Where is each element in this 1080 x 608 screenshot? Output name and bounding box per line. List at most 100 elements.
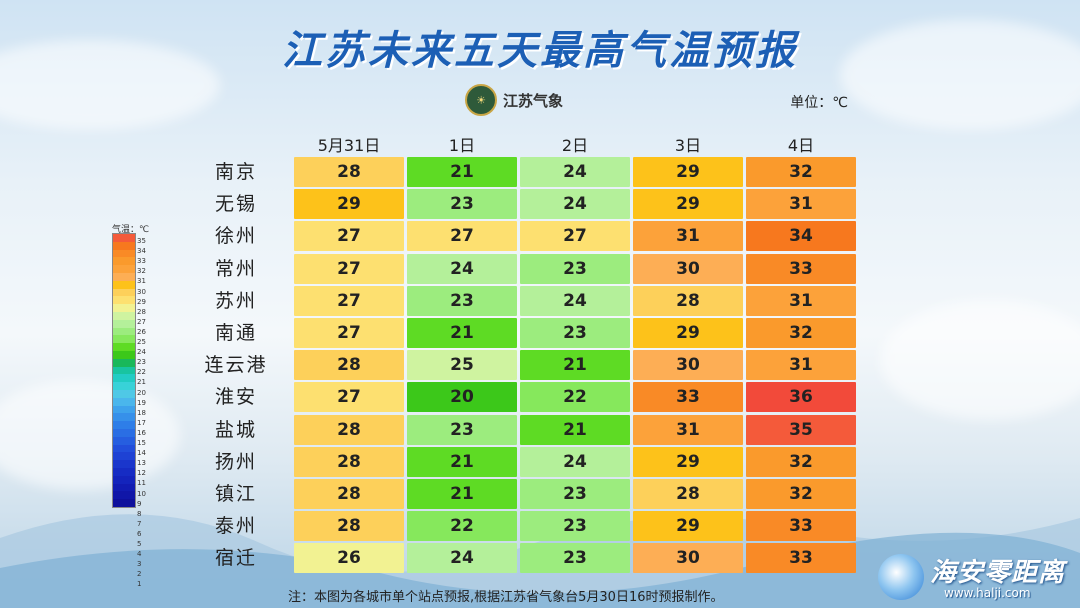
legend-level-label: 18	[137, 408, 146, 417]
legend-swatch	[113, 460, 135, 468]
temperature-cell: 24	[407, 543, 517, 573]
legend-level-label: 11	[137, 479, 146, 488]
cloud-decoration	[880, 300, 1080, 420]
temperature-cell: 28	[633, 286, 743, 316]
cloud-decoration	[0, 40, 220, 130]
temperature-cell: 31	[746, 286, 856, 316]
legend-swatch	[113, 483, 135, 492]
temperature-cell: 30	[633, 350, 743, 380]
legend-level-label: 2	[137, 570, 142, 579]
legend-level-label: 20	[137, 388, 146, 397]
legend-level-label: 28	[137, 307, 146, 316]
legend-swatch	[113, 272, 135, 281]
city-label: 扬州	[214, 451, 257, 473]
temperature-cell: 22	[407, 511, 517, 541]
logo: ☀ 江苏气象	[465, 84, 563, 116]
legend-level-label: 31	[137, 277, 146, 286]
temperature-cell: 33	[746, 511, 856, 541]
temperature-cell: 30	[633, 254, 743, 284]
day-header: 1日	[448, 136, 476, 155]
city-label: 南京	[214, 161, 257, 183]
temperature-cell: 24	[520, 157, 630, 187]
legend-level-label: 8	[137, 509, 142, 518]
legend-level-label: 12	[137, 469, 146, 478]
temperature-cell: 32	[746, 157, 856, 187]
legend-level-label: 16	[137, 428, 146, 437]
temperature-cell: 29	[633, 189, 743, 219]
legend-level-label: 30	[137, 287, 146, 296]
city-label: 连云港	[204, 354, 268, 376]
legend-title: 气温：℃	[112, 225, 150, 235]
legend-swatch	[113, 491, 135, 500]
temperature-cell: 24	[520, 447, 630, 477]
temperature-cell: 24	[520, 189, 630, 219]
temperature-cell: 22	[520, 382, 630, 412]
legend-swatch	[113, 421, 135, 429]
legend-level-label: 9	[137, 499, 142, 508]
legend-level-label: 27	[137, 317, 146, 326]
temperature-cell: 29	[633, 511, 743, 541]
legend-level-label: 5	[137, 540, 142, 548]
legend-swatch	[113, 335, 135, 344]
legend-level-label: 21	[137, 378, 146, 387]
temperature-cell: 27	[294, 318, 404, 348]
temperature-cell: 28	[294, 157, 404, 187]
temperature-cell: 31	[746, 350, 856, 380]
legend-swatch	[113, 374, 135, 383]
legend-swatch	[113, 296, 135, 305]
unit-label: 单位：℃	[790, 95, 848, 111]
temperature-cell: 32	[746, 479, 856, 509]
temperature-cell: 29	[633, 447, 743, 477]
temperature-cell: 24	[407, 254, 517, 284]
legend-level-label: 35	[137, 237, 146, 245]
temperature-cell: 31	[633, 221, 743, 251]
legend-level-label: 17	[137, 418, 146, 427]
legend-swatch	[113, 397, 135, 406]
temperature-legend	[112, 233, 136, 508]
temperature-cell: 27	[294, 382, 404, 412]
legend-swatch	[113, 413, 135, 422]
temperature-cell: 28	[294, 350, 404, 380]
temperature-cell: 21	[407, 157, 517, 187]
temperature-cell: 34	[746, 221, 856, 251]
legend-swatch	[113, 319, 135, 328]
temperature-cell: 23	[407, 415, 517, 445]
legend-level-label: 1	[137, 580, 142, 589]
temperature-cell: 27	[520, 221, 630, 251]
legend-level-label: 3	[137, 560, 142, 569]
legend-level-label: 15	[137, 439, 146, 447]
legend-level-label: 13	[137, 459, 146, 468]
temperature-cell: 29	[633, 318, 743, 348]
legend-swatch	[113, 499, 135, 507]
temperature-cell: 27	[407, 221, 517, 251]
legend-swatch	[113, 366, 135, 375]
temperature-cell: 20	[407, 382, 517, 412]
brand-url: www.halji.com	[944, 586, 1031, 600]
temperature-cell: 29	[294, 189, 404, 219]
temperature-cell: 24	[520, 286, 630, 316]
temperature-cell: 23	[520, 511, 630, 541]
legend-swatch	[113, 452, 135, 461]
temperature-cell: 23	[520, 318, 630, 348]
temperature-cell: 35	[746, 415, 856, 445]
city-label: 淮安	[214, 386, 257, 408]
legend-swatch	[113, 249, 135, 258]
legend-swatch	[113, 428, 135, 437]
legend-swatch	[113, 382, 135, 390]
legend-swatch	[113, 288, 135, 297]
brand-watermark: 海安零距离 www.halji.com	[878, 548, 1078, 604]
city-label: 盐城	[214, 419, 257, 441]
temperature-cell: 33	[633, 382, 743, 412]
temperature-cell: 28	[294, 447, 404, 477]
footnote: 注：本图为各城市单个站点预报,根据江苏省气象台5月30日16时预报制作。	[288, 590, 724, 605]
legend-swatch	[113, 234, 135, 242]
temperature-cell: 30	[633, 543, 743, 573]
legend-swatch	[113, 405, 135, 414]
temperature-cell: 26	[294, 543, 404, 573]
temperature-cell: 31	[633, 415, 743, 445]
legend-level-label: 4	[137, 550, 142, 559]
temperature-cell: 27	[294, 254, 404, 284]
legend-level-label: 34	[137, 247, 146, 256]
temperature-cell: 21	[407, 318, 517, 348]
legend-level-label: 6	[137, 529, 142, 538]
